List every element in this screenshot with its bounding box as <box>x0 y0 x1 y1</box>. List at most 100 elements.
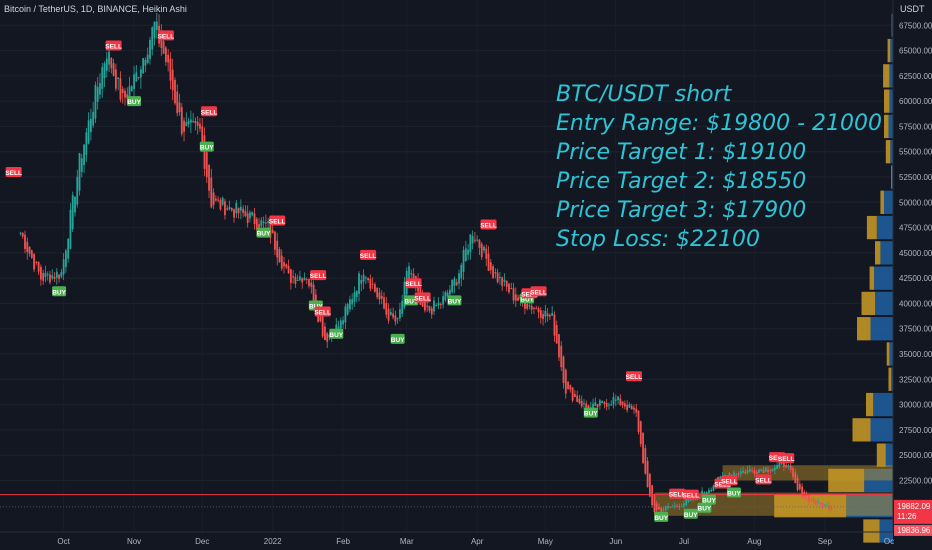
candle-body <box>133 74 135 89</box>
price-tick-label: 35000.00 <box>899 350 932 359</box>
signal-label: SELL <box>530 289 547 296</box>
candle-body <box>628 404 631 408</box>
candle-body <box>778 461 781 467</box>
price-tick-label: 25000.00 <box>899 451 932 460</box>
candle-body <box>230 207 233 211</box>
candle-body <box>503 279 506 282</box>
candle-body <box>817 500 819 504</box>
candle-body <box>208 164 210 191</box>
price-tick-label: 50000.00 <box>899 198 932 207</box>
candle-body <box>685 498 688 506</box>
candle-body <box>253 213 256 225</box>
signal-badge <box>127 96 142 107</box>
volume-profile-bar-blue <box>874 266 893 290</box>
candle-body <box>435 305 438 307</box>
last-price-label: 19882.09 <box>897 502 931 511</box>
candle-body <box>71 195 74 230</box>
candle-body <box>514 294 517 301</box>
candle-body <box>344 306 347 323</box>
time-tick-label: Mar <box>400 537 414 546</box>
candle-body <box>174 79 176 104</box>
time-tick-label: Jun <box>609 537 622 546</box>
candle-body <box>337 326 340 331</box>
volume-profile-bar-gold <box>884 114 889 139</box>
candle-body <box>626 404 629 411</box>
signal-label: SELL <box>310 273 327 280</box>
candle-body <box>569 385 572 390</box>
candle-body <box>167 54 170 63</box>
signal-badge <box>480 219 497 230</box>
candle-body <box>201 126 204 145</box>
candle-body <box>60 272 63 277</box>
candle-body <box>505 280 508 287</box>
candle-body <box>480 243 483 258</box>
candle-body <box>424 301 426 311</box>
volume-profile-bar-blue <box>880 241 893 265</box>
candle-body <box>658 506 660 510</box>
candle-body <box>233 209 235 218</box>
signal-label: BUY <box>404 298 418 305</box>
volume-profile-bar-gold <box>857 317 871 341</box>
sell-signal: SELL <box>105 40 122 51</box>
buy-signal: BUY <box>447 295 462 306</box>
candle-body <box>785 464 788 468</box>
candle-body <box>30 250 33 258</box>
countdown-label: 11:26 <box>897 512 917 521</box>
time-tick-label: Aug <box>747 537 761 546</box>
price-tick-label: 45000.00 <box>899 249 932 258</box>
buy-signal: BUY <box>52 286 67 297</box>
signal-label: BUY <box>200 145 214 152</box>
candle-body <box>119 78 122 100</box>
volume-profile-bar-gold <box>875 241 881 265</box>
candle-body <box>642 432 644 464</box>
candle-body <box>258 224 260 229</box>
sell-signal: SELL <box>530 286 547 297</box>
candle-body <box>712 485 715 491</box>
candle-body <box>648 473 651 497</box>
candle-body <box>308 279 310 287</box>
price-tick-label: 57500.00 <box>899 122 932 131</box>
candle-body <box>385 302 388 315</box>
candle-body <box>771 469 774 471</box>
candle-body <box>94 85 97 119</box>
buy-signal: BUY <box>256 227 271 238</box>
signal-label: BUY <box>654 515 668 522</box>
candle-body <box>594 402 597 406</box>
candle-body <box>164 47 167 63</box>
candle-body <box>246 213 249 223</box>
candle-body <box>826 504 829 506</box>
candle-body <box>739 471 742 474</box>
volume-profile-bar-blue <box>876 215 893 240</box>
price-tick-label: 37500.00 <box>899 325 932 334</box>
candle-body <box>224 201 226 216</box>
volume-profile-bar-gold <box>828 468 865 493</box>
candle-body <box>542 314 544 319</box>
candle-body <box>808 495 810 502</box>
signal-label: SELL <box>769 455 786 462</box>
candle-body <box>326 333 329 342</box>
candle-body <box>487 253 490 271</box>
volume-profile-bar-gold <box>852 418 871 442</box>
price-tick-label: 32500.00 <box>899 375 932 384</box>
candle-body <box>194 120 197 123</box>
candle-body <box>430 308 433 315</box>
candle-body <box>76 176 79 205</box>
candle-body <box>703 493 706 495</box>
signal-badge <box>360 249 377 260</box>
candle-body <box>169 58 172 81</box>
candle-body <box>24 234 26 249</box>
time-tick-label: Nov <box>127 537 141 546</box>
candle-body <box>55 271 58 278</box>
signal-badge <box>683 508 698 519</box>
candle-body <box>389 312 392 315</box>
secondary-price-badge <box>894 524 932 536</box>
volume-profile-bar-blue <box>879 519 893 543</box>
candle-body <box>605 403 608 407</box>
signal-label: SELL <box>626 374 643 381</box>
candle-body <box>228 206 231 210</box>
annotation-line: Price Target 2: $18550 <box>556 169 807 194</box>
signal-badge <box>447 295 462 306</box>
price-tick-label: 67500.00 <box>899 21 932 30</box>
signal-label: SELL <box>269 218 286 225</box>
